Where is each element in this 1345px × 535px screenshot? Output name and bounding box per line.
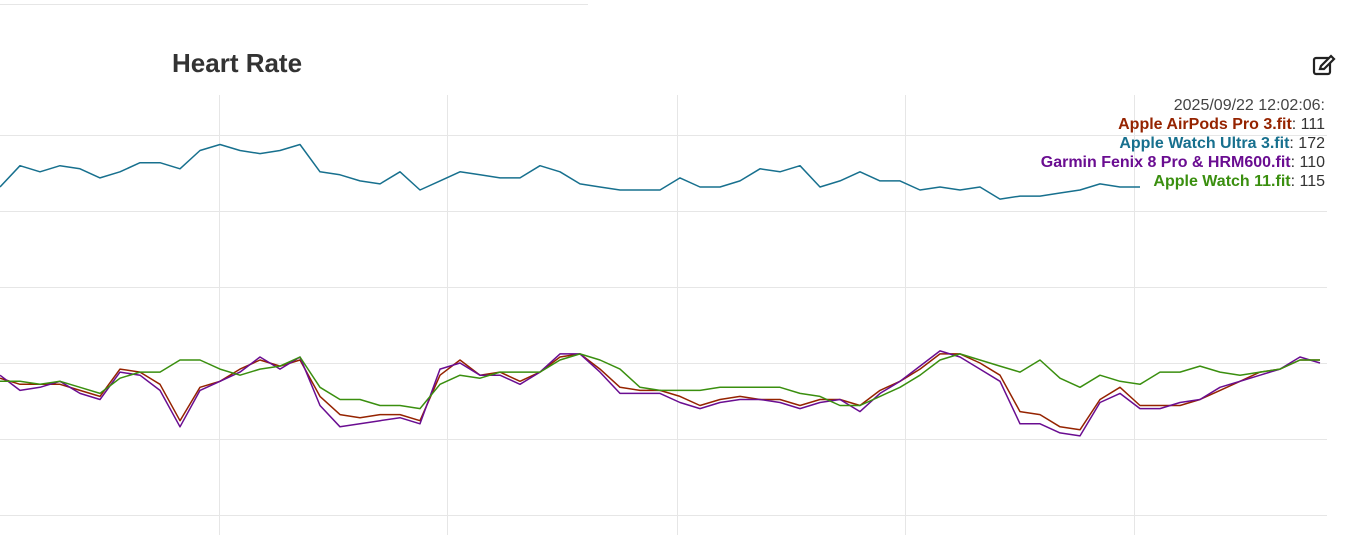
legend-name: Apple AirPods Pro 3.fit <box>1118 116 1292 133</box>
edit-icon[interactable] <box>1312 54 1336 76</box>
legend-value: : 115 <box>1291 173 1326 190</box>
legend-entry: Apple AirPods Pro 3.fit: 111 <box>1118 116 1325 133</box>
series-line <box>0 353 1320 431</box>
edit-icon-box[interactable] <box>1312 56 1332 76</box>
legend-value: : 172 <box>1289 135 1325 152</box>
legend-name: Apple Watch Ultra 3.fit <box>1119 135 1290 152</box>
series-line <box>0 353 1320 410</box>
legend-value: : 110 <box>1291 154 1326 171</box>
legend-entry: Apple Watch Ultra 3.fit: 172 <box>1119 135 1325 152</box>
legend-name: Garmin Fenix 8 Pro & HRM600.fit <box>1041 154 1292 171</box>
edit-icon-pen[interactable] <box>1318 54 1336 71</box>
legend-entry: Garmin Fenix 8 Pro & HRM600.fit: 110 <box>1041 154 1325 171</box>
lines <box>0 143 1321 437</box>
series-line <box>0 350 1321 437</box>
hover-time: 2025/09/22 12:02:06: <box>1174 97 1325 114</box>
vertical-grid <box>219 95 1135 535</box>
series-line <box>0 143 1140 200</box>
legend-name: Apple Watch 11.fit <box>1153 173 1291 190</box>
legend-value: : 111 <box>1292 116 1325 133</box>
legend-entry: Apple Watch 11.fit: 115 <box>1153 173 1325 190</box>
horizontal-grid <box>0 135 1327 516</box>
hover-legend: 2025/09/22 12:02:06: Apple AirPods Pro 3.… <box>1041 97 1325 190</box>
chart-title: Heart Rate <box>172 48 302 78</box>
